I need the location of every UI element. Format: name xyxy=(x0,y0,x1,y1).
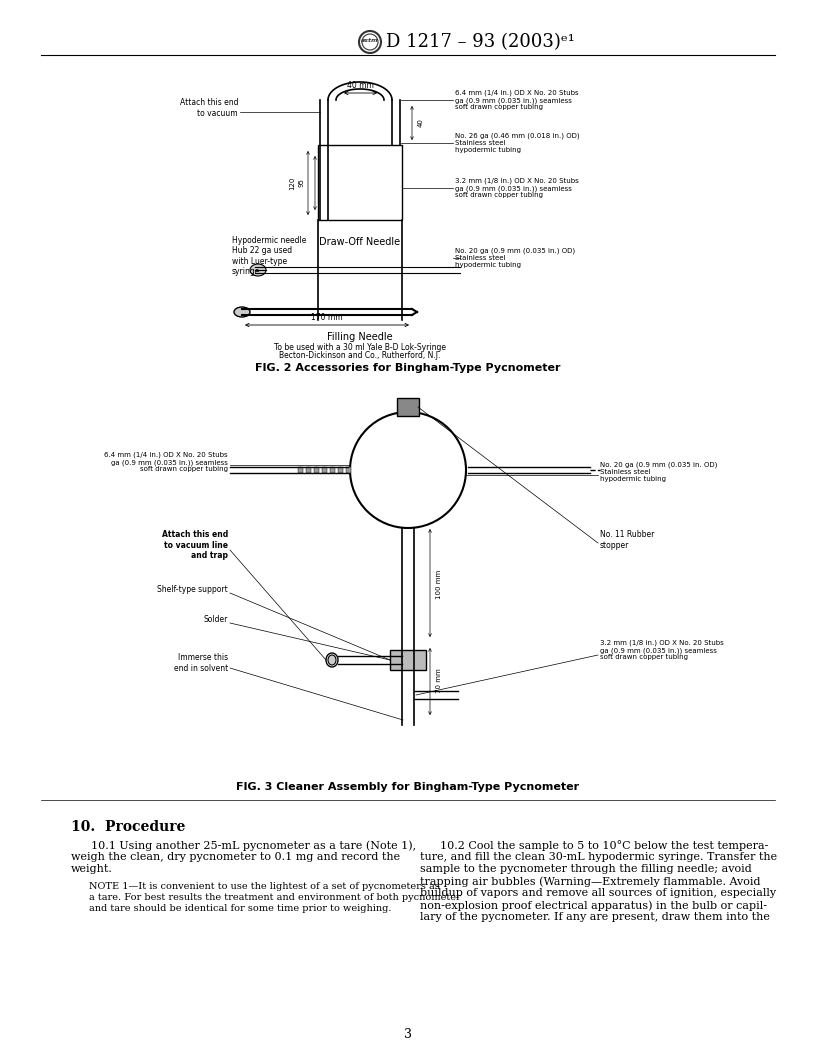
Text: No. 26 ga (0.46 mm (0.018 in.) OD)
Stainless steel
hypodermic tubing: No. 26 ga (0.46 mm (0.018 in.) OD) Stain… xyxy=(455,133,579,153)
Text: 6.4 mm (1/4 in.) OD X No. 20 Stubs
ga (0.9 mm (0.035 in.)) seamless
soft drawn c: 6.4 mm (1/4 in.) OD X No. 20 Stubs ga (0… xyxy=(455,90,579,111)
Text: 95: 95 xyxy=(299,178,305,187)
Text: Attach this end
to vacuum line
and trap: Attach this end to vacuum line and trap xyxy=(162,530,228,560)
Text: non-explosion proof electrical apparatus) in the bulb or capil-: non-explosion proof electrical apparatus… xyxy=(420,900,767,910)
Text: 40: 40 xyxy=(418,118,424,128)
Text: 170 mm: 170 mm xyxy=(311,314,343,322)
Text: weight.: weight. xyxy=(71,864,113,874)
Text: No. 20 ga (0.9 mm (0.035 in.) OD)
Stainless steel
hypodermic tubing: No. 20 ga (0.9 mm (0.035 in.) OD) Stainl… xyxy=(455,248,575,268)
Ellipse shape xyxy=(250,264,266,276)
Text: 3.2 mm (1/8 in.) OD X No. 20 Stubs
ga (0.9 mm (0.035 in.)) seamless
soft drawn c: 3.2 mm (1/8 in.) OD X No. 20 Stubs ga (0… xyxy=(455,177,579,199)
Bar xyxy=(322,467,327,473)
Text: 10.2 Cool the sample to 5 to 10°C below the test tempera-: 10.2 Cool the sample to 5 to 10°C below … xyxy=(440,840,769,851)
Text: Attach this end
to vacuum: Attach this end to vacuum xyxy=(180,98,238,117)
Text: NOTE 1—It is convenient to use the lightest of a set of pycnometers as: NOTE 1—It is convenient to use the light… xyxy=(89,882,440,891)
Text: 10.  Procedure: 10. Procedure xyxy=(71,821,185,834)
Circle shape xyxy=(350,412,466,528)
Bar xyxy=(306,467,311,473)
Text: Draw-Off Needle: Draw-Off Needle xyxy=(319,237,401,247)
Bar xyxy=(318,145,402,220)
Text: No. 11 Rubber
stopper: No. 11 Rubber stopper xyxy=(600,530,654,550)
Text: 3.2 mm (1/8 in.) OD X No. 20 Stubs
ga (0.9 mm (0.035 in.)) seamless
soft drawn c: 3.2 mm (1/8 in.) OD X No. 20 Stubs ga (0… xyxy=(600,640,724,660)
Bar xyxy=(338,467,343,473)
Text: D 1217 – 93 (2003)ᵉ¹: D 1217 – 93 (2003)ᵉ¹ xyxy=(386,33,575,51)
Text: Hypodermic needle
Hub 22 ga used
with Luer-type
syringe: Hypodermic needle Hub 22 ga used with Lu… xyxy=(232,235,306,276)
Text: No. 20 ga (0.9 mm (0.035 in. OD)
Stainless steel
hypodermic tubing: No. 20 ga (0.9 mm (0.035 in. OD) Stainle… xyxy=(600,461,717,483)
Text: Filling Needle: Filling Needle xyxy=(327,332,392,342)
Text: 120: 120 xyxy=(289,176,295,190)
Ellipse shape xyxy=(328,655,336,665)
Ellipse shape xyxy=(234,307,250,317)
Text: FIG. 3 Cleaner Assembly for Bingham-Type Pycnometer: FIG. 3 Cleaner Assembly for Bingham-Type… xyxy=(237,782,579,792)
Text: sample to the pycnometer through the filling needle; avoid: sample to the pycnometer through the fil… xyxy=(420,864,752,874)
Text: trapping air bubbles (Warning—Extremely flammable. Avoid: trapping air bubbles (Warning—Extremely … xyxy=(420,876,761,887)
Bar xyxy=(397,398,419,416)
Text: To be used with a 30 ml Yale B-D Lok-Syringe: To be used with a 30 ml Yale B-D Lok-Syr… xyxy=(274,342,446,352)
Text: Becton-Dickinson and Co., Rutherford, N.J.: Becton-Dickinson and Co., Rutherford, N.… xyxy=(279,351,441,359)
Bar xyxy=(390,650,426,670)
Bar xyxy=(330,467,335,473)
Text: 6.4 mm (1/4 in.) OD X No. 20 Stubs
ga (0.9 mm (0.035 in.)) seamless
soft drawn c: 6.4 mm (1/4 in.) OD X No. 20 Stubs ga (0… xyxy=(104,452,228,472)
Text: weigh the clean, dry pycnometer to 0.1 mg and record the: weigh the clean, dry pycnometer to 0.1 m… xyxy=(71,852,400,862)
Bar xyxy=(346,467,351,473)
Text: and tare should be identical for some time prior to weighing.: and tare should be identical for some ti… xyxy=(89,904,392,913)
Text: 100 mm: 100 mm xyxy=(436,569,442,599)
Text: FIG. 2 Accessories for Bingham-Type Pycnometer: FIG. 2 Accessories for Bingham-Type Pycn… xyxy=(255,363,561,373)
Text: buildup of vapors and remove all sources of ignition, especially: buildup of vapors and remove all sources… xyxy=(420,888,776,898)
Bar xyxy=(298,467,303,473)
Text: ture, and fill the clean 30-mL hypodermic syringe. Transfer the: ture, and fill the clean 30-mL hypodermi… xyxy=(420,852,777,862)
Text: a tare. For best results the treatment and environment of both pycnometer: a tare. For best results the treatment a… xyxy=(89,893,461,902)
Ellipse shape xyxy=(326,653,338,667)
Text: Immerse this
end in solvent: Immerse this end in solvent xyxy=(174,654,228,673)
Text: 40 mm: 40 mm xyxy=(347,81,374,91)
Bar xyxy=(314,467,319,473)
Text: 3: 3 xyxy=(404,1029,412,1041)
Text: Shelf-type support: Shelf-type support xyxy=(157,585,228,595)
Text: lary of the pycnometer. If any are present, draw them into the: lary of the pycnometer. If any are prese… xyxy=(420,912,769,922)
Text: astm: astm xyxy=(361,38,379,43)
Text: 70 mm: 70 mm xyxy=(436,668,442,694)
Text: Solder: Solder xyxy=(204,616,228,624)
Text: 10.1 Using another 25-mL pycnometer as a tare (Note 1),: 10.1 Using another 25-mL pycnometer as a… xyxy=(91,840,416,850)
